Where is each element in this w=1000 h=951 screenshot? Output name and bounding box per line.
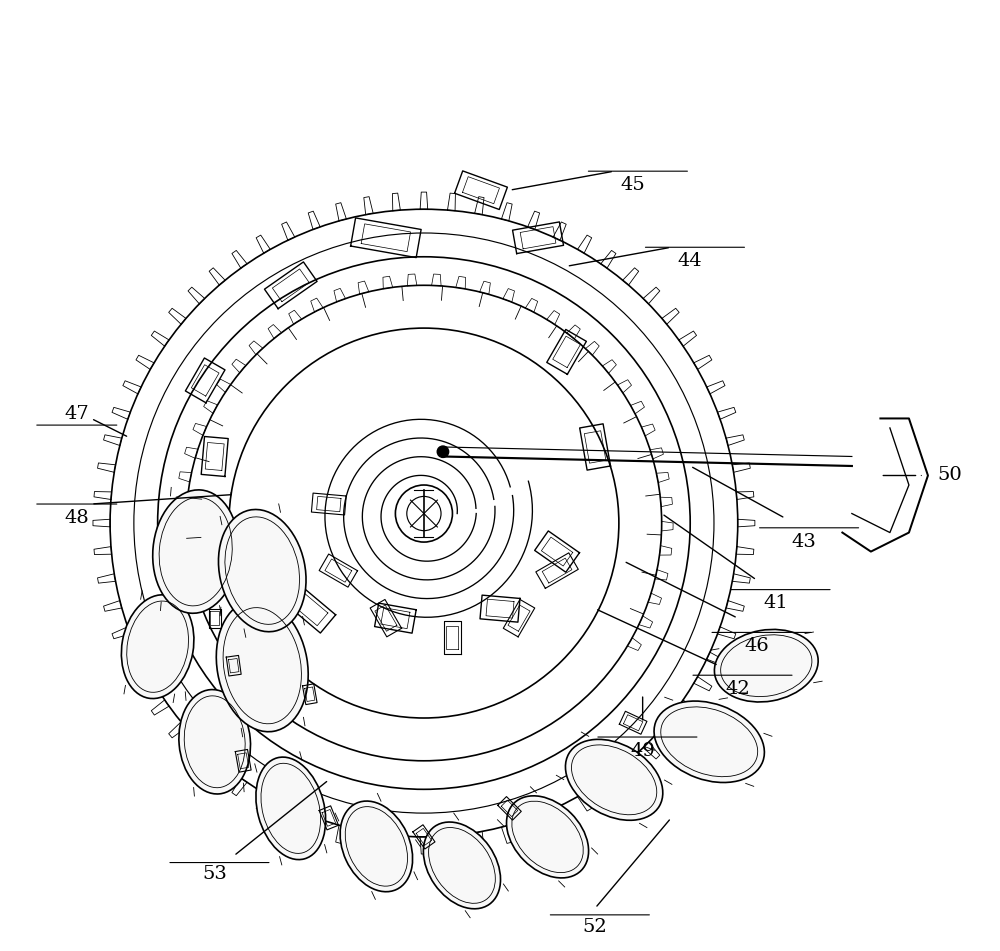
Text: 50: 50: [937, 467, 962, 484]
Ellipse shape: [153, 490, 239, 613]
Text: 52: 52: [583, 918, 607, 936]
Text: 46: 46: [744, 637, 769, 655]
Ellipse shape: [565, 739, 663, 821]
Ellipse shape: [256, 757, 326, 860]
Text: 53: 53: [202, 865, 227, 883]
Ellipse shape: [121, 594, 194, 699]
Ellipse shape: [179, 689, 251, 794]
Text: 49: 49: [630, 742, 655, 760]
Ellipse shape: [423, 822, 501, 909]
Ellipse shape: [714, 630, 818, 702]
Text: 45: 45: [621, 176, 646, 194]
Text: 48: 48: [64, 509, 89, 527]
Text: 41: 41: [763, 594, 788, 612]
Ellipse shape: [507, 796, 589, 878]
Text: 47: 47: [64, 405, 89, 423]
Text: 43: 43: [792, 533, 817, 551]
Ellipse shape: [340, 801, 413, 892]
Circle shape: [437, 446, 449, 457]
Ellipse shape: [216, 600, 308, 731]
Text: 44: 44: [678, 252, 703, 270]
Ellipse shape: [218, 510, 306, 631]
Text: 42: 42: [725, 680, 750, 698]
Ellipse shape: [654, 701, 764, 783]
